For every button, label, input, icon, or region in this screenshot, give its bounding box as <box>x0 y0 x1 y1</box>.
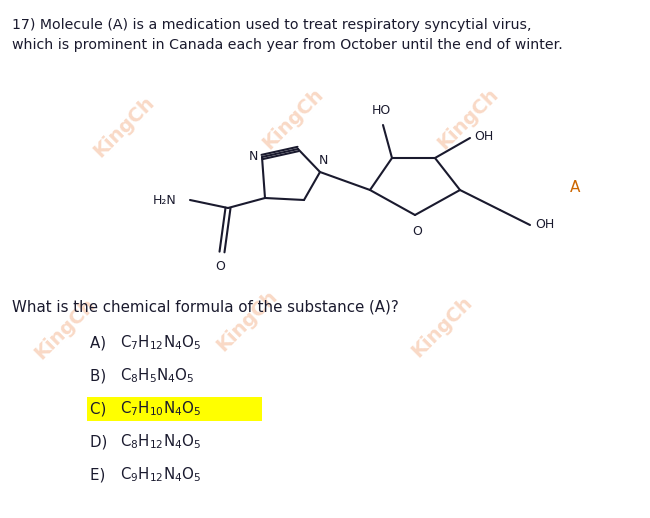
Text: OH: OH <box>474 130 493 142</box>
Text: C$_7$H$_{12}$N$_4$O$_5$: C$_7$H$_{12}$N$_4$O$_5$ <box>120 334 202 352</box>
Text: N: N <box>248 150 257 163</box>
Text: C$_9$H$_{12}$N$_4$O$_5$: C$_9$H$_{12}$N$_4$O$_5$ <box>120 466 202 484</box>
Text: N: N <box>318 153 328 166</box>
Text: H₂N: H₂N <box>152 194 176 207</box>
Text: D): D) <box>90 435 117 450</box>
Text: What is the chemical formula of the substance (A)?: What is the chemical formula of the subs… <box>12 300 398 315</box>
Text: A): A) <box>90 336 116 351</box>
Text: KingCh: KingCh <box>434 85 502 153</box>
Text: KingCh: KingCh <box>258 85 327 153</box>
Text: 17) Molecule (A) is a medication used to treat respiratory syncytial virus,: 17) Molecule (A) is a medication used to… <box>12 18 532 32</box>
Text: C$_7$H$_{10}$N$_4$O$_5$: C$_7$H$_{10}$N$_4$O$_5$ <box>120 400 202 419</box>
Text: KingCh: KingCh <box>213 287 281 355</box>
Text: C): C) <box>90 401 116 416</box>
Text: HO: HO <box>371 104 391 117</box>
Text: B): B) <box>90 368 116 383</box>
Text: O: O <box>412 225 422 238</box>
Text: O: O <box>215 260 225 273</box>
Text: C$_8$H$_5$N$_4$O$_5$: C$_8$H$_5$N$_4$O$_5$ <box>120 367 194 385</box>
Text: KingCh: KingCh <box>31 295 99 363</box>
Text: OH: OH <box>535 219 554 232</box>
Text: A: A <box>570 180 580 195</box>
Text: KingCh: KingCh <box>89 93 158 161</box>
Text: which is prominent in Canada each year from October until the end of winter.: which is prominent in Canada each year f… <box>12 38 563 52</box>
Text: KingCh: KingCh <box>408 292 476 361</box>
Text: C$_8$H$_{12}$N$_4$O$_5$: C$_8$H$_{12}$N$_4$O$_5$ <box>120 433 202 451</box>
Text: E): E) <box>90 468 115 482</box>
FancyBboxPatch shape <box>87 397 262 421</box>
